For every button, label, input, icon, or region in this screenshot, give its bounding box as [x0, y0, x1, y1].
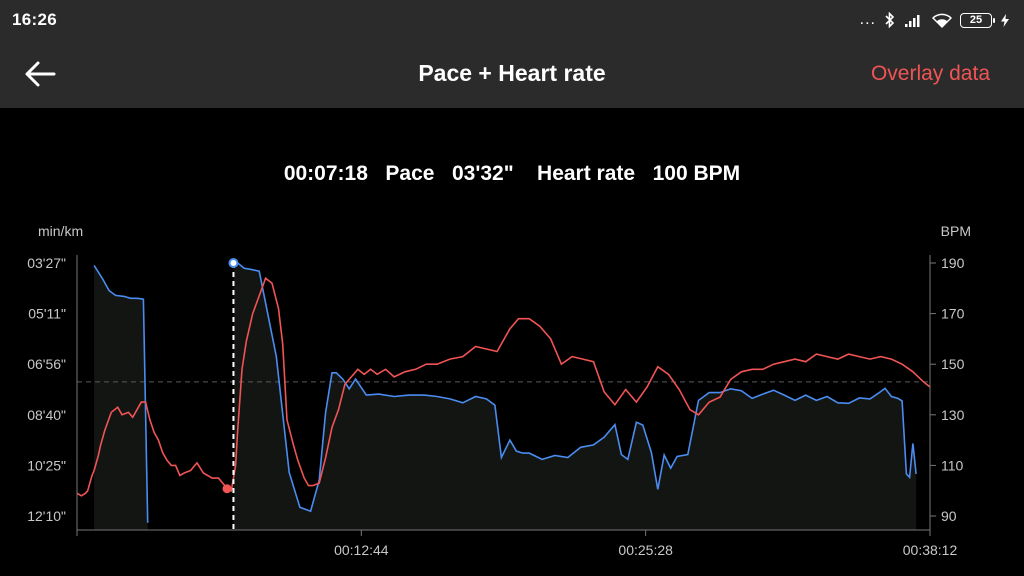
readout-pace-value: 03'32" [452, 162, 514, 185]
back-button[interactable] [22, 58, 58, 90]
left-axis-tick-label: 08'40" [27, 407, 66, 423]
left-axis-tick-label: 12'10" [27, 508, 66, 524]
status-icons: ... 25 [860, 11, 1010, 29]
page-title: Pace + Heart rate [418, 60, 606, 86]
pace-series-line [93, 262, 917, 523]
right-axis-tick-label: 170 [941, 306, 965, 322]
readout-hr-value: 100 BPM [652, 162, 741, 185]
wifi-icon [932, 13, 952, 28]
battery-level: 25 [969, 14, 983, 26]
x-axis-tick-label: 00:38:12 [903, 542, 958, 558]
status-bar: 16:26 ... 25 [0, 0, 1024, 40]
left-axis-tick-label: 05'11" [28, 306, 66, 322]
left-axis-label: min/km [38, 223, 83, 239]
chart-readout: 00:07:18 Pace 03'32" Heart rate 100 BPM [0, 162, 1024, 186]
heart-rate-cursor-marker [222, 484, 232, 494]
signal-icon [905, 14, 920, 27]
pace-cursor-marker [228, 258, 239, 268]
heart-rate-series-line [76, 276, 931, 497]
right-axis-tick-label: 190 [941, 255, 965, 271]
battery-icon: 25 [960, 12, 995, 28]
readout-time: 00:07:18 [283, 162, 368, 185]
back-arrow-icon [25, 61, 56, 87]
app-bar: Pace + Heart rate Overlay data [0, 40, 1024, 108]
left-axis-tick-label: 06'56" [27, 356, 66, 372]
x-axis-tick-label: 00:25:28 [618, 542, 673, 558]
readout-pace-label: Pace [385, 162, 435, 185]
right-axis-tick-label: 130 [941, 407, 965, 423]
left-axis-tick-label: 03'27" [27, 255, 66, 271]
charging-icon [1001, 13, 1009, 27]
more-dots: ... [859, 11, 876, 28]
readout-hr-label: Heart rate [537, 162, 636, 185]
pace-heart-rate-chart[interactable]: min/km BPM 03'27" 05'11" 06'56" 08'40" 10'25… [0, 108, 1024, 576]
pace-area-fill [94, 263, 917, 530]
right-axis-tick-label: 90 [941, 508, 957, 524]
right-axis-label: BPM [941, 223, 971, 239]
right-axis-tick-label: 150 [941, 356, 965, 372]
overlay-data-button[interactable]: Overlay data [870, 62, 990, 85]
right-axis-tick-label: 110 [941, 457, 964, 473]
bluetooth-icon [885, 12, 895, 28]
x-axis-tick-label: 00:12:44 [334, 542, 389, 558]
left-axis-tick-label: 10'25" [27, 457, 66, 473]
status-time: 16:26 [12, 10, 57, 29]
